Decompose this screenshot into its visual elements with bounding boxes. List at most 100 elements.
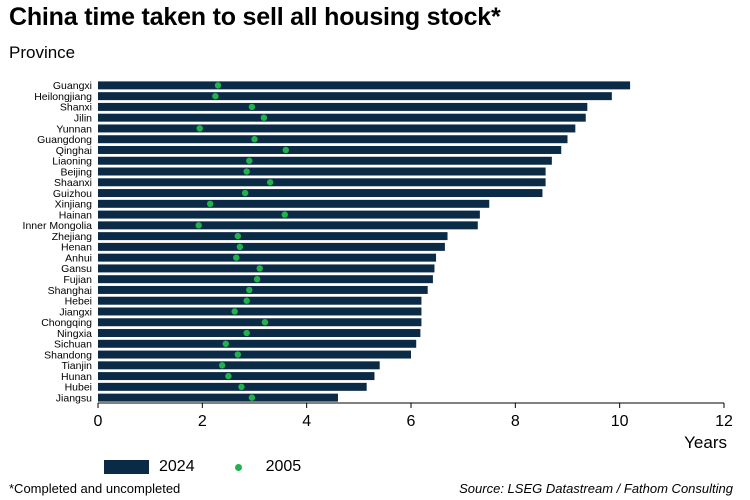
chart-legend: 2024 2005 (104, 457, 301, 477)
x-tick-label: 2 (198, 413, 207, 430)
source-note: Source: LSEG Datastream / Fathom Consult… (459, 481, 733, 496)
category-label: Jilin (74, 112, 92, 124)
x-tick-label: 0 (94, 413, 103, 430)
dot-anhui (233, 254, 240, 261)
x-tick-label: 12 (715, 413, 733, 430)
category-label: Gansu (61, 263, 92, 275)
dot-jiangsu (248, 394, 256, 401)
dot-hubei (238, 383, 245, 391)
category-label: Ningxia (57, 328, 92, 340)
dot-hunan (225, 372, 232, 380)
dot-xinjiang (206, 200, 214, 208)
bar-hebei (98, 296, 422, 305)
dot-zhejiang (234, 232, 242, 240)
bar-jiangsu (98, 393, 338, 402)
legend-swatch-2005 (234, 463, 242, 471)
dot-guangxi (214, 82, 222, 89)
dot-guangdong (251, 136, 258, 143)
dot-chongqing (261, 319, 269, 326)
dot-guizhou (241, 189, 249, 197)
dot-heilongjiang (212, 92, 219, 100)
category-label: Hunan (61, 371, 92, 383)
bar-hunan (98, 372, 375, 381)
footnote: *Completed and uncompleted (9, 481, 181, 496)
dot-gansu (256, 265, 263, 272)
x-axis-label: Years (684, 433, 727, 452)
dot-jiangxi (231, 308, 238, 315)
dot-sichuan (222, 340, 230, 347)
bar-zhejiang (98, 232, 448, 241)
category-label: Inner Mongolia (23, 220, 93, 232)
category-label: Guizhou (53, 188, 92, 200)
category-label: Tianjin (61, 360, 92, 372)
category-label: Sichuan (54, 339, 92, 351)
category-label: Qinghai (56, 145, 92, 157)
dot-fujian (253, 275, 261, 283)
bar-shandong (98, 350, 411, 359)
bar-chongqing (98, 318, 422, 327)
dot-hainan (281, 211, 288, 218)
dot-yunnan (196, 125, 203, 132)
category-label: Shandong (44, 349, 92, 361)
category-label: Shanxi (60, 102, 92, 114)
category-label: Shanghai (48, 285, 92, 297)
dot-liaoning (246, 157, 253, 164)
category-label: Henan (61, 242, 92, 254)
category-label: Chongqing (41, 317, 92, 329)
x-tick-label: 10 (611, 413, 629, 430)
dot-inner-mongolia (195, 222, 202, 229)
bar-guangdong (98, 135, 568, 144)
category-label: Fujian (63, 274, 92, 286)
category-label: Hubei (65, 382, 92, 394)
category-label: Shaanxi (54, 177, 92, 189)
dot-shandong (234, 351, 242, 358)
legend-label-2005: 2005 (265, 458, 302, 475)
dot-shaanxi (266, 179, 274, 186)
dot-henan (236, 243, 244, 251)
category-label: Heilongjiang (34, 91, 92, 103)
x-tick-label: 4 (302, 413, 311, 430)
chart-subtitle: Province (9, 43, 76, 62)
bar-fujian (98, 275, 433, 284)
bar-liaoning (98, 156, 552, 165)
category-label: Guangdong (37, 134, 92, 146)
dot-shanghai (246, 286, 253, 294)
category-label: Jiangsu (56, 392, 92, 404)
category-label: Liaoning (52, 156, 92, 168)
dot-beijing (243, 168, 250, 175)
bar-anhui (98, 253, 437, 262)
category-label: Guangxi (53, 80, 92, 92)
category-label: Hainan (59, 209, 92, 221)
bar-jiangxi (98, 307, 422, 316)
legend-label-2024: 2024 (159, 458, 195, 475)
bar-heilongjiang (98, 92, 612, 101)
dot-ningxia (243, 329, 250, 337)
legend-swatch-2024 (104, 460, 149, 474)
bar-xinjiang (98, 199, 490, 208)
bar-hubei (98, 382, 367, 391)
bar-shanxi (98, 102, 588, 111)
bar-ningxia (98, 329, 421, 338)
category-label: Yunnan (56, 123, 92, 135)
bar-shaanxi (98, 178, 546, 187)
dot-qinghai (282, 146, 289, 154)
bar-shanghai (98, 285, 428, 294)
bar-guizhou (98, 189, 543, 198)
dot-jilin (260, 114, 268, 121)
category-label: Anhui (65, 252, 92, 264)
category-label: Xinjiang (55, 199, 93, 211)
dot-tianjin (218, 362, 226, 369)
bar-qinghai (98, 145, 562, 154)
bar-henan (98, 242, 445, 251)
bar-yunnan (98, 124, 576, 133)
category-label: Jiangxi (59, 306, 92, 318)
bar-gansu (98, 264, 435, 273)
category-label: Zhejiang (52, 231, 92, 243)
bar-beijing (98, 167, 546, 176)
chart-title: China time taken to sell all housing sto… (9, 3, 501, 31)
x-tick-label: 6 (407, 413, 416, 430)
category-label: Hebei (65, 296, 92, 308)
dot-hebei (243, 297, 250, 304)
bar-hainan (98, 210, 480, 219)
